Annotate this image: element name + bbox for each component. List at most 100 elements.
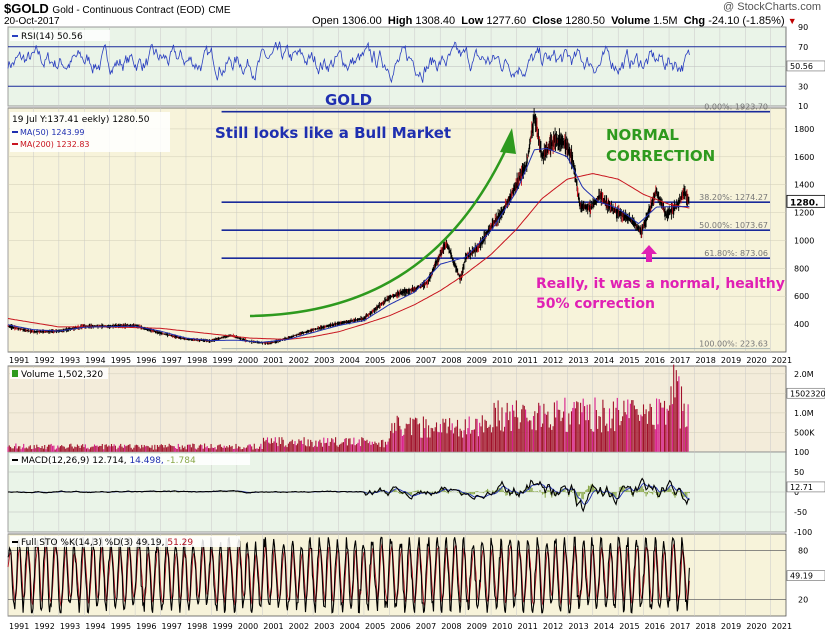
bottom-axis-year-label: 2003 xyxy=(314,622,334,631)
bottom-axis-year-label: 2006 xyxy=(390,622,410,631)
top-axis-year-label: 2016 xyxy=(645,356,665,365)
rsi-legend-label: RSI(14) 50.56 xyxy=(21,32,83,42)
bottom-axis-year-label: 2013 xyxy=(568,622,588,631)
top-axis-year-label: 2007 xyxy=(416,356,436,365)
bottom-axis-year-label: 2002 xyxy=(289,622,309,631)
bottom-axis-year-label: 2016 xyxy=(645,622,665,631)
top-axis-year-label: 2015 xyxy=(619,356,639,365)
rsi-tick-label: 70 xyxy=(798,43,808,52)
top-axis-year-label: 2011 xyxy=(517,356,537,365)
macd-last-value-box xyxy=(786,481,825,493)
chg-value: -24.10 (-1.85%) xyxy=(708,15,785,27)
bottom-axis-year-label: 2012 xyxy=(543,622,563,631)
rsi-legend-bg xyxy=(10,30,110,41)
ma200-line xyxy=(7,173,690,340)
volume-tick-label: 500K xyxy=(794,428,815,437)
macd-tick-label: -50 xyxy=(794,508,807,517)
price-last-value-box xyxy=(786,194,825,208)
bottom-axis-year-label: 1998 xyxy=(187,622,207,631)
high-value: 1308.40 xyxy=(415,15,456,27)
chg-label: Chg xyxy=(683,15,706,27)
top-axis-year-label: 2000 xyxy=(238,356,258,365)
price-tick-label: 1400 xyxy=(794,181,814,190)
volume-label: Volume xyxy=(611,15,651,27)
price-tick-label: 800 xyxy=(794,264,809,273)
chart-date: 20-Oct-2017 xyxy=(4,16,60,27)
top-axis-year-label: 2001 xyxy=(263,356,283,365)
bottom-axis-year-label: 2007 xyxy=(416,622,436,631)
bottom-axis-year-label: 2017 xyxy=(670,622,690,631)
fib-label: 50.00%: 1073.67 xyxy=(699,221,768,230)
top-axis-year-label: 2013 xyxy=(568,356,588,365)
bottom-axis-year-label: 1997 xyxy=(162,622,182,631)
bottom-axis-year-label: 2019 xyxy=(721,622,741,631)
macd-legend-bg xyxy=(10,454,250,465)
price-legend-label: 19 Jul Y:137.41 eekly) 1280.50 xyxy=(12,115,150,125)
rsi-tick-label: 10 xyxy=(798,102,808,111)
open-value: 1306.00 xyxy=(341,15,382,27)
bottom-axis-year-label: 2009 xyxy=(467,622,487,631)
macd-legend-part: -1.784 xyxy=(164,456,196,466)
top-axis-year-label: 1998 xyxy=(187,356,207,365)
high-label: High xyxy=(387,15,413,27)
top-axis-year-label: 2008 xyxy=(441,356,461,365)
volume-tick-label: 2.0M xyxy=(794,370,814,379)
volume-last-value-box xyxy=(786,387,825,399)
volume-legend-swatch xyxy=(12,370,18,377)
top-axis-year-label: 1992 xyxy=(34,356,54,365)
bottom-axis-year-label: 1994 xyxy=(85,622,105,631)
volume-legend-label: Volume 1,502,320 xyxy=(21,370,103,380)
top-axis-year-label: 2012 xyxy=(543,356,563,365)
instrument-name: Gold - Continuous Contract (EOD) xyxy=(52,5,205,16)
close-label: Close xyxy=(532,15,563,27)
symbol-text: $GOLD xyxy=(4,1,49,16)
price-last-value: 1280. xyxy=(790,198,818,208)
note-50pct: 50% correction xyxy=(536,296,655,312)
volume-last-value: 1502320 xyxy=(790,389,825,398)
top-axis-year-label: 2006 xyxy=(390,356,410,365)
top-axis-year-label: 2010 xyxy=(492,356,512,365)
macd-tick-label: 0 xyxy=(794,488,799,497)
sto-legend-part: Full STO %K(14,3) %D(3) 49.19, xyxy=(21,538,165,548)
fib-label: 100.00%: 223.63 xyxy=(699,340,768,349)
macd-tick-label: 100 xyxy=(794,448,809,457)
rsi-tick-label: 30 xyxy=(798,82,808,91)
macd-tick-label: -100 xyxy=(794,528,812,537)
top-axis-year-label: 2017 xyxy=(670,356,690,365)
sto-last-value-box xyxy=(786,570,825,581)
bottom-axis-year-label: 2021 xyxy=(772,622,792,631)
sto-k-line xyxy=(7,535,690,614)
top-axis-year-label: 2009 xyxy=(467,356,487,365)
up-arrow-icon xyxy=(641,245,657,262)
fib-label: 61.80%: 873.06 xyxy=(704,249,768,258)
open-label: Open xyxy=(312,15,339,27)
price-legend-bg xyxy=(10,112,170,152)
top-axis-year-label: 1991 xyxy=(9,356,29,365)
top-axis-year-label: 1999 xyxy=(212,356,232,365)
bottom-axis-year-label: 2015 xyxy=(619,622,639,631)
sto-tick-label: 80 xyxy=(798,546,808,555)
sto-last-value: 49.19 xyxy=(790,572,813,581)
top-axis-year-label: 1997 xyxy=(162,356,182,365)
bottom-axis-year-label: 1995 xyxy=(111,622,131,631)
top-axis-year-label: 2018 xyxy=(695,356,715,365)
low-value: 1277.60 xyxy=(486,15,527,27)
rsi-line xyxy=(7,41,690,84)
chart-symbol: $GOLD Gold - Continuous Contract (EOD) C… xyxy=(4,1,231,16)
volume-value: 1.5M xyxy=(653,15,678,27)
rsi-last-value: 50.56 xyxy=(790,62,813,71)
top-axis-year-label: 1993 xyxy=(60,356,80,365)
price-tick-label: 1000 xyxy=(794,236,814,245)
ma50-legend-label: MA(50) 1243.99 xyxy=(20,128,84,137)
rsi-last-value-box xyxy=(786,60,825,72)
rsi-tick-label: 90 xyxy=(798,23,808,32)
sto-legend-part: 51.29 xyxy=(165,538,194,548)
bottom-axis-year-label: 1999 xyxy=(212,622,232,631)
sto-legend-label: Full STO %K(14,3) %D(3) 49.19, 51.29 xyxy=(21,538,193,548)
volume-legend-bg xyxy=(10,368,108,379)
top-axis-year-label: 1996 xyxy=(136,356,156,365)
stockcharts-logo: @ StockCharts.com xyxy=(723,1,821,13)
macd-legend-part: MACD(12,26,9) 12.714, xyxy=(21,456,127,466)
bottom-axis-year-label: 2005 xyxy=(365,622,385,631)
